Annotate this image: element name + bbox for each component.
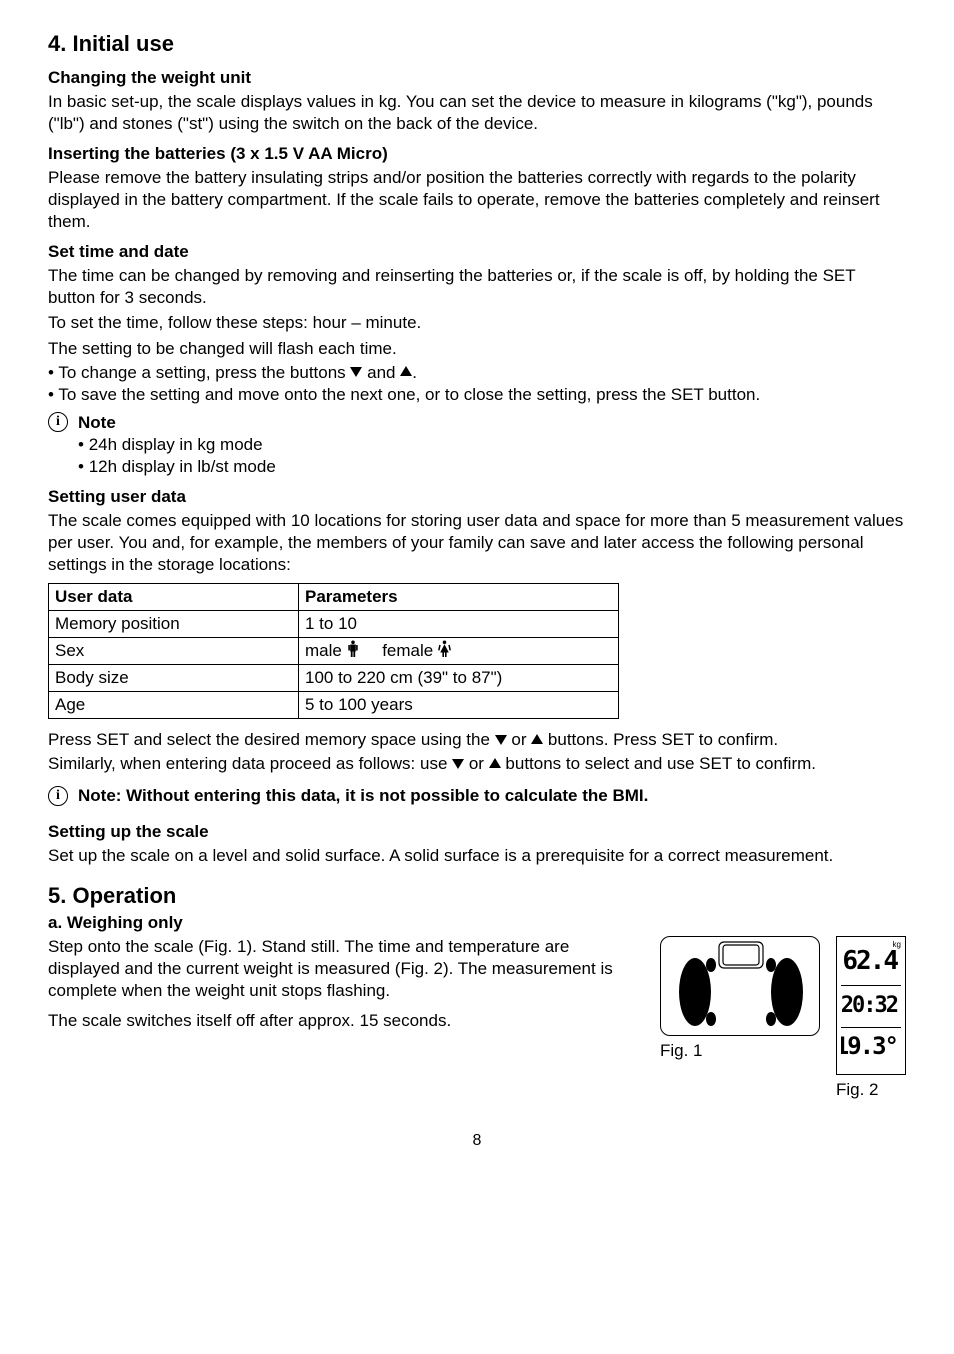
td-memory-val: 1 to 10 [299,610,619,637]
sex-male-label: male [305,641,347,660]
td-age-val: 5 to 100 years [299,691,619,718]
td-sex-val: male female [299,637,619,664]
time-li1c: . [412,363,417,382]
section-5-title: 5. Operation [48,882,906,911]
note-12h: 12h display in lb/st mode [78,456,906,478]
th-userdata: User data [49,583,299,610]
operation-row: Step onto the scale (Fig. 1). Stand stil… [48,936,906,1101]
note-label: Note [78,413,116,432]
note-time: Note 24h display in kg mode 12h display … [48,412,906,478]
page-number: 8 [48,1131,906,1152]
note-bmi: Note: Without entering this data, it is … [48,785,906,807]
weighing-p2: The scale switches itself off after appr… [48,1010,644,1032]
scale-heading: Setting up the scale [48,821,906,843]
svg-text:20:32: 20:32 [841,993,898,1016]
changing-text: In basic set-up, the scale displays valu… [48,91,906,135]
time-p3: The setting to be changed will flash eac… [48,338,906,360]
up-triangle-icon [400,366,412,376]
time-li2: To save the setting and move onto the ne… [48,384,906,406]
time-li1a: To change a setting, press the buttons [58,363,350,382]
fig2-display-illustration: kg 62.4 20:32 19.3° [836,936,906,1075]
batteries-text: Please remove the battery insulating str… [48,167,906,233]
up-triangle-icon [531,734,543,744]
section-4-title: 4. Initial use [48,30,906,59]
up-triangle-icon [489,758,501,768]
time-p2: To set the time, follow these steps: hou… [48,312,906,334]
info-icon [48,412,68,432]
userdata-text: The scale comes equipped with 10 locatio… [48,510,906,576]
male-icon [347,640,359,658]
note-list: 24h display in kg mode 12h display in lb… [78,434,906,478]
note-bmi-text: Note: Without entering this data, it is … [78,785,648,807]
userdata-heading: Setting user data [48,486,906,508]
weighing-heading: a. Weighing only [48,912,906,934]
td-bodysize: Body size [49,664,299,691]
userdata-after1: Press SET and select the desired memory … [48,729,906,751]
display-temp: 19.3° [841,1030,901,1070]
fig2-label: Fig. 2 [836,1079,906,1101]
changing-heading: Changing the weight unit [48,67,906,89]
time-p1: The time can be changed by removing and … [48,265,906,309]
td-sex: Sex [49,637,299,664]
userdata-table: User data Parameters Memory position 1 t… [48,583,619,719]
time-li1b: and [362,363,400,382]
note-24h: 24h display in kg mode [78,434,906,456]
info-icon [48,786,68,806]
sex-female-label: female [382,641,438,660]
td-age: Age [49,691,299,718]
td-memory: Memory position [49,610,299,637]
time-heading: Set time and date [48,241,906,263]
time-list: To change a setting, press the buttons a… [48,362,906,406]
userdata-after2: Similarly, when entering data proceed as… [48,753,906,775]
down-triangle-icon [350,367,362,377]
batteries-heading: Inserting the batteries (3 x 1.5 V AA Mi… [48,143,906,165]
svg-text:19.3°: 19.3° [841,1032,897,1058]
th-parameters: Parameters [299,583,619,610]
display-time: 20:32 [841,988,901,1029]
fig1-scale-illustration [660,936,820,1036]
time-li1: To change a setting, press the buttons a… [48,362,906,384]
fig1-label: Fig. 1 [660,1040,820,1062]
weighing-p1: Step onto the scale (Fig. 1). Stand stil… [48,936,644,1002]
td-bodysize-val: 100 to 220 cm (39" to 87") [299,664,619,691]
display-weight: 62.4 [841,945,901,986]
down-triangle-icon [495,735,507,745]
svg-text:62.4: 62.4 [842,946,898,973]
down-triangle-icon [452,759,464,769]
female-icon [438,640,451,658]
scale-text: Set up the scale on a level and solid su… [48,845,906,867]
